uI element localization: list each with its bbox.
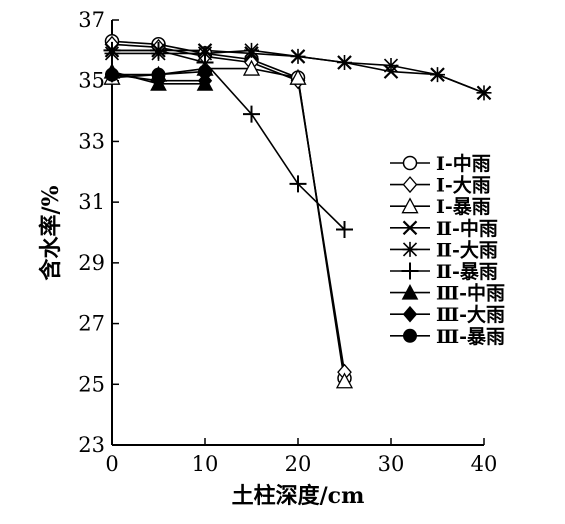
series-3-points [103,59,354,389]
x-ticks: 0 10 20 30 40 [105,438,497,476]
legend-item: Ⅱ-暴雨 [390,261,498,283]
data-point [401,284,419,300]
data-point [151,67,166,82]
data-point [335,372,354,389]
x-axis-title: 土柱深度/cm [232,483,365,509]
y-tick-label: 35 [78,69,105,93]
series-9-points [105,64,212,82]
series-markers [103,34,492,389]
data-point [242,59,261,76]
series-line [112,49,346,231]
data-point [289,68,307,85]
series-layer [103,34,492,389]
data-point [198,64,212,79]
legend-item: Ⅲ-中雨 [390,282,505,305]
x-tick-label: 30 [378,452,405,476]
legend-label: Ⅲ-暴雨 [436,326,505,348]
series-line [111,67,346,382]
data-point [197,45,213,61]
x-tick-label: 20 [285,452,312,476]
legend-label: Ⅰ-中雨 [436,152,491,175]
legend-label: Ⅱ-暴雨 [436,261,498,283]
legend-label: Ⅲ-大雨 [436,303,505,326]
y-tick-label: 23 [78,433,105,457]
data-point [383,58,399,74]
data-point [289,175,307,193]
legend-item: Ⅱ-大雨 [390,238,498,261]
x-tick-label: 10 [192,452,219,476]
legend-item: Ⅱ-中雨 [390,217,498,240]
series-lines [111,40,485,382]
series-6-points [103,41,353,238]
legend-item: Ⅲ-大雨 [390,303,505,326]
x-tick-label: 0 [105,452,118,476]
data-point [402,305,418,323]
legend-label: Ⅰ-大雨 [436,174,491,197]
legend-item: Ⅰ-中雨 [390,152,491,175]
data-point [476,85,492,101]
data-point [402,176,418,194]
data-point [401,262,419,280]
y-tick-label: 31 [78,190,105,214]
data-point [402,241,418,257]
y-tick-label: 37 [78,8,105,32]
data-point [402,155,418,171]
data-point [430,67,445,83]
data-point [402,220,418,236]
series-line [111,40,346,379]
y-tick-label: 25 [78,372,105,396]
data-point [403,328,417,343]
data-point [105,67,119,82]
data-point [150,41,167,59]
legend-item: Ⅰ-大雨 [390,174,491,197]
data-point [401,197,419,214]
legend-label: Ⅱ-大雨 [436,238,498,261]
x-tick-label: 40 [471,452,498,476]
y-tick-label: 29 [78,251,105,275]
legend-label: Ⅲ-中雨 [436,282,505,305]
data-point [103,41,121,59]
y-axis-title: 含水率/% [38,185,64,280]
data-point [337,55,352,70]
data-point [336,220,353,238]
y-tick-label: 33 [78,129,105,153]
data-point [243,105,260,123]
y-tick-label: 27 [78,312,105,336]
legend-item: Ⅰ-暴雨 [390,196,491,218]
legend-label: Ⅱ-中雨 [436,217,498,240]
series-line [111,43,346,373]
legend-item: Ⅲ-暴雨 [390,326,505,348]
data-point [244,42,259,58]
legend-label: Ⅰ-暴雨 [436,196,491,218]
y-ticks: 23 25 27 29 31 33 35 37 [78,8,119,457]
data-point [290,48,306,64]
